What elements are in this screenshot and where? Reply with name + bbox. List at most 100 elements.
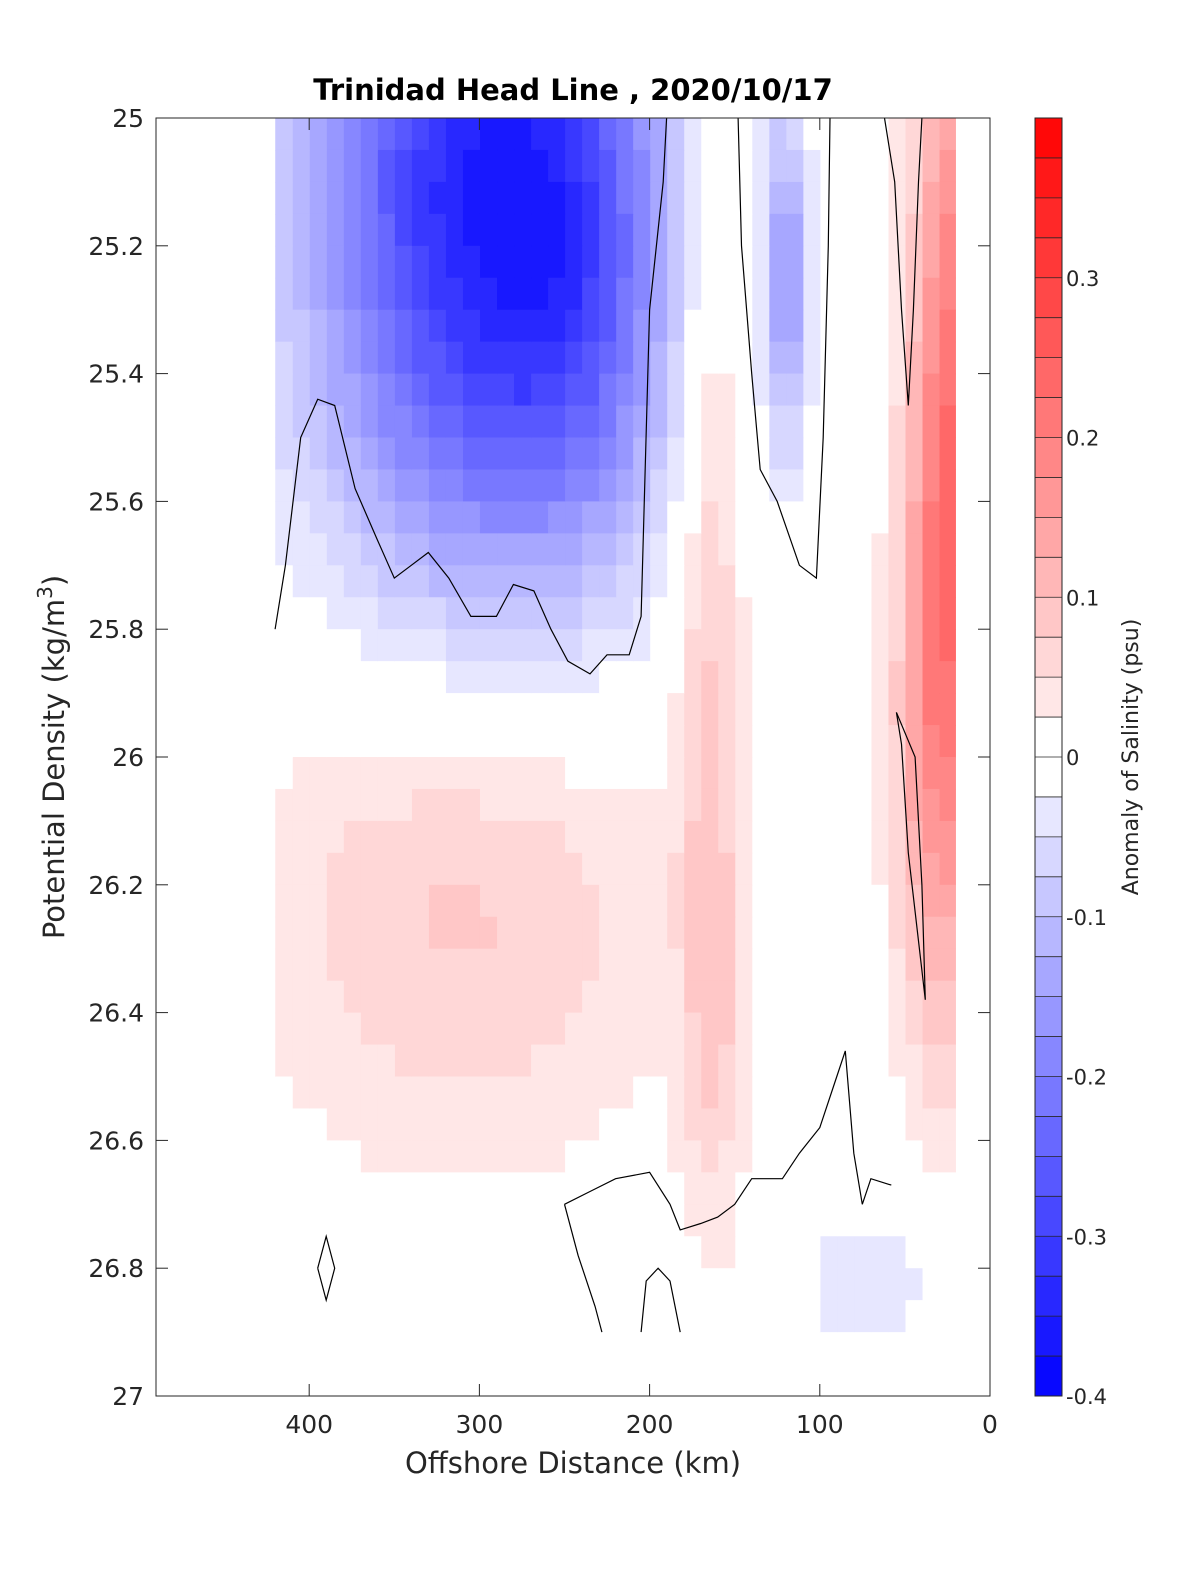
contour-cell [292, 149, 310, 183]
contour-cell [479, 1172, 498, 1205]
contour-cell [666, 1108, 685, 1141]
contour-cell [836, 1108, 855, 1141]
contour-cell [870, 501, 889, 534]
contour-cell [326, 1012, 344, 1046]
contour-cell [462, 597, 480, 630]
contour-cell [700, 149, 719, 183]
contour-cell [513, 149, 532, 183]
colorbar-segment [1035, 1076, 1062, 1117]
contour-cell [921, 980, 940, 1014]
contour-cell [802, 820, 821, 854]
contour-cell [445, 565, 463, 598]
contour-cell [547, 948, 566, 982]
contour-cell [717, 1172, 736, 1205]
contour-cell [853, 1300, 872, 1333]
contour-cell [700, 213, 719, 247]
contour-cell [326, 1204, 344, 1237]
contour-cell [564, 661, 583, 694]
contour-cell [309, 852, 327, 886]
contour-cell [683, 118, 702, 151]
contour-cell [326, 1236, 344, 1269]
contour-cell [819, 788, 838, 822]
contour-cell [802, 1076, 821, 1110]
contour-cell [819, 373, 838, 407]
contour-cell [683, 373, 702, 407]
contour-cell [700, 788, 719, 822]
contour-cell [632, 820, 651, 854]
contour-cell [921, 437, 940, 471]
contour-cell [309, 1268, 327, 1301]
contour-cell [343, 916, 361, 950]
contour-cell [513, 118, 532, 151]
contour-cell [530, 277, 549, 311]
contour-cell [870, 1140, 889, 1173]
contour-cell [428, 1172, 446, 1205]
contour-cell [428, 213, 446, 247]
contour-cell [785, 661, 804, 694]
contour-cell [870, 757, 889, 790]
contour-cell [411, 1236, 429, 1269]
contour-cell [683, 948, 702, 982]
contour-cell [462, 149, 480, 183]
contour-cell [921, 1300, 940, 1333]
contour-cell [462, 1108, 480, 1141]
contour-cell [411, 757, 429, 790]
contour-cell [547, 884, 566, 918]
contour-cell [394, 501, 412, 534]
y-tick-label: 25.6 [88, 487, 144, 516]
contour-cell [734, 980, 753, 1014]
contour-cell [802, 693, 821, 726]
contour-cell [734, 693, 753, 726]
contour-cell [683, 1140, 702, 1173]
contour-cell [717, 629, 736, 662]
contour-cell [394, 629, 412, 662]
contour-cell [360, 437, 378, 471]
contour-cell [564, 1076, 583, 1110]
contour-cell [309, 501, 327, 534]
contour-cell [275, 373, 293, 407]
contour-cell [700, 181, 719, 215]
contour-cell [887, 1204, 906, 1237]
contour-cell [887, 309, 906, 343]
colorbar-tick-label: 0.1 [1066, 586, 1099, 610]
contour-cell [836, 1204, 855, 1237]
contour-cell [292, 948, 310, 982]
contour-cell [564, 757, 583, 790]
contour-cell [394, 373, 412, 407]
contour-cell [632, 788, 651, 822]
contour-cell [785, 693, 804, 726]
contour-cell [632, 1204, 651, 1237]
colorbar-segment [1035, 557, 1062, 598]
contour-cell [870, 1012, 889, 1046]
contour-cell [530, 661, 549, 694]
contour-cell [360, 757, 378, 790]
contour-cell [360, 1300, 378, 1333]
contour-cell [292, 693, 310, 726]
contour-cell [598, 1012, 617, 1046]
contour-cell [411, 1076, 429, 1110]
contour-cell [632, 1108, 651, 1141]
contour-cell [462, 501, 480, 534]
contour-cell [564, 1172, 583, 1205]
contour-cell [547, 469, 566, 502]
contour-cell [462, 916, 480, 950]
contour-cell [564, 373, 583, 407]
contour-cell [564, 213, 583, 247]
contour-cell [513, 565, 532, 598]
contour-cell [904, 149, 923, 183]
contour-cell [309, 916, 327, 950]
contour-cell [360, 980, 378, 1014]
contour-cell [326, 629, 344, 662]
contour-cell [887, 1044, 906, 1078]
contour-cell [411, 118, 429, 151]
contour-cell [411, 341, 429, 375]
contour-cell [564, 916, 583, 950]
contour-cell [598, 725, 617, 758]
contour-cell [887, 1140, 906, 1173]
contour-cell [530, 788, 549, 822]
contour-cell [292, 980, 310, 1014]
contour-cell [326, 788, 344, 822]
contour-cell [751, 245, 770, 279]
contour-cell [734, 757, 753, 790]
contour-cell [513, 245, 532, 279]
